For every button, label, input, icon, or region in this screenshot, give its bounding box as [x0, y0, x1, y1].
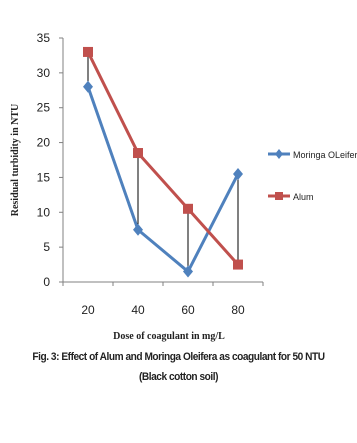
- y-tick-label: 10: [37, 205, 51, 219]
- legend-swatch-marker: [275, 192, 283, 200]
- data-point-diamond: [183, 265, 193, 278]
- legend-label: Alum: [293, 192, 314, 202]
- x-axis-title: Dose of coagulant in mg/L: [113, 331, 225, 342]
- legend-label: Moringa OLeifera: [293, 150, 357, 160]
- y-tick-label: 35: [37, 31, 51, 45]
- x-tick-label: 80: [231, 303, 245, 317]
- legend-swatch-marker: [275, 149, 283, 159]
- y-axis-title: Residual turbidity in NTU: [10, 104, 21, 217]
- x-tick-label: 40: [131, 303, 145, 317]
- y-tick-label: 0: [43, 275, 50, 289]
- y-tick-label: 5: [43, 240, 50, 254]
- data-point-diamond: [83, 80, 93, 93]
- figure-caption-title: Fig. 3: Effect of Alum and Moringa Oleif…: [32, 351, 325, 363]
- data-point-square: [83, 46, 93, 57]
- y-tick-label: 15: [37, 170, 51, 184]
- data-point-square: [233, 259, 243, 270]
- data-point-square: [183, 203, 193, 214]
- x-tick-label: 60: [181, 303, 195, 317]
- y-tick-label: 20: [37, 136, 51, 150]
- x-tick-label: 20: [81, 303, 95, 317]
- data-point-diamond: [133, 223, 143, 236]
- figure-caption-subtitle: (Black cotton soil): [139, 371, 218, 383]
- series-line-2: [86, 51, 240, 266]
- series-line-1: [86, 86, 240, 274]
- y-tick-label: 30: [37, 66, 51, 80]
- data-point-square: [133, 148, 143, 159]
- y-tick-label: 25: [37, 101, 51, 115]
- data-point-diamond: [233, 167, 243, 180]
